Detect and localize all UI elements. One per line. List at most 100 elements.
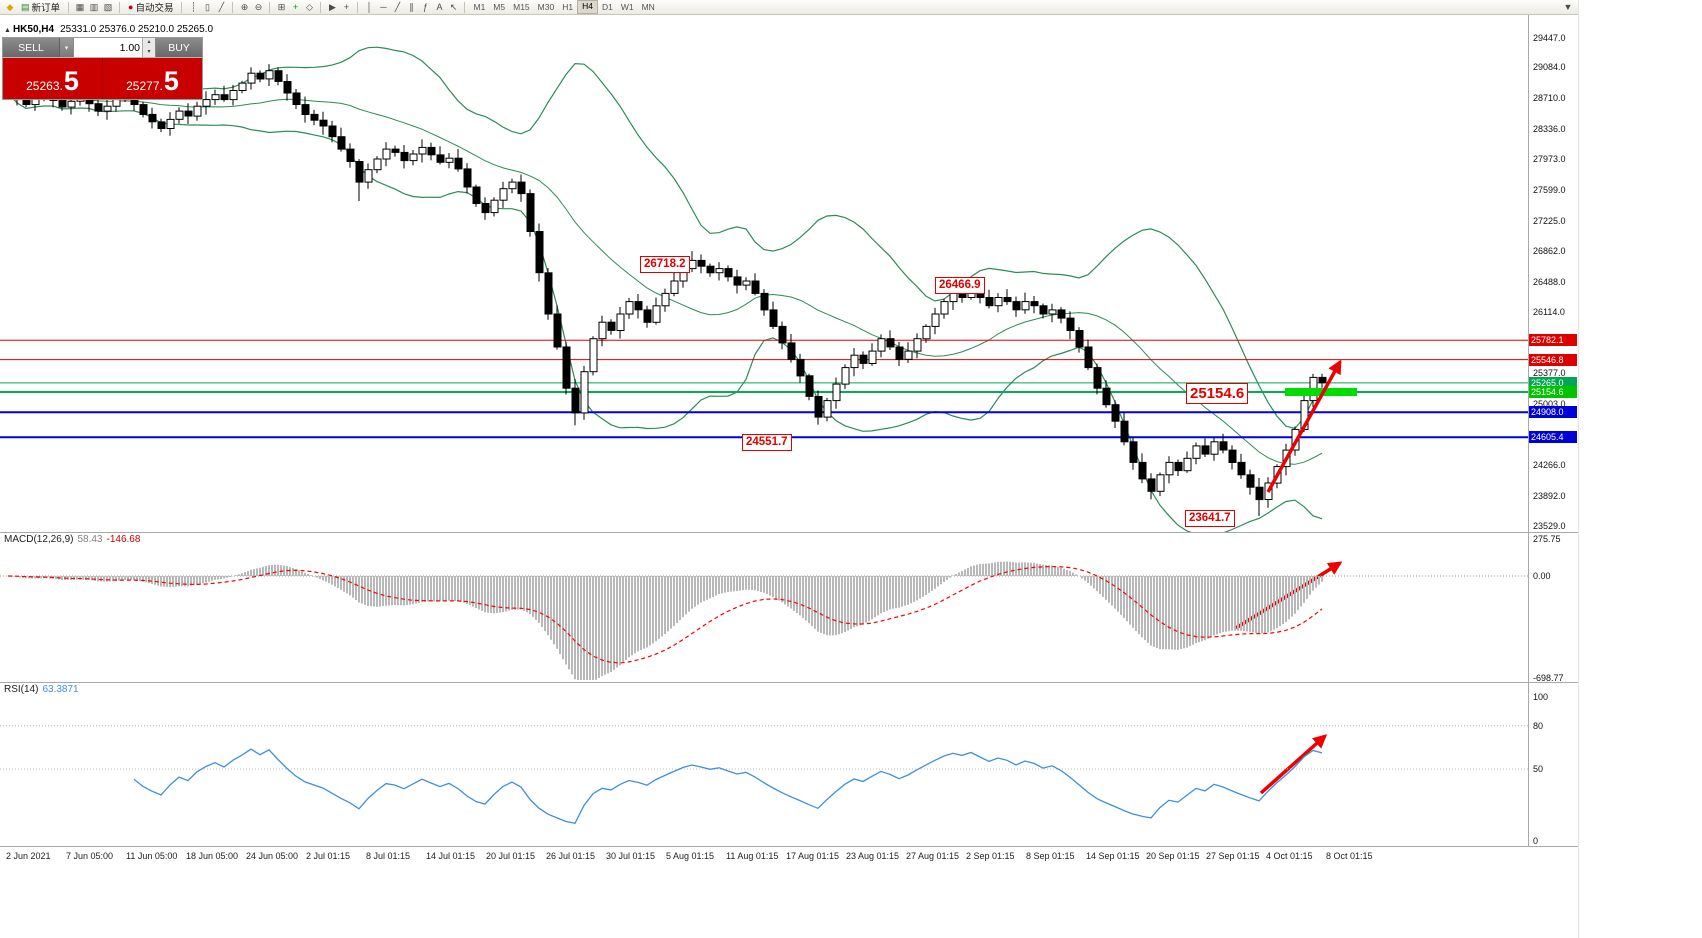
time-scale[interactable]: 2 Jun 2021 7 Jun 05:00 11 Jun 05:00 18 Jun …: [0, 847, 1578, 867]
rsi-scale-tick: 100: [1533, 692, 1549, 702]
toolbar-separator: [357, 1, 359, 13]
one-click-trading-panel: SELL ▾ ▴ ▾ BUY 25263.5 25277.5: [2, 37, 203, 100]
main-chart-canvas[interactable]: [0, 15, 1578, 532]
zoom-out-icon[interactable]: ⊖: [254, 1, 263, 12]
time-tick: 2 Sep 01:15: [966, 851, 1015, 861]
toolbar-separator: [181, 1, 183, 13]
price-tick: 25377.0: [1533, 368, 1566, 378]
alerts-icon[interactable]: ▧: [103, 1, 113, 12]
ask-price-big-digit: 5: [163, 66, 179, 96]
time-tick: 7 Jun 05:00: [66, 851, 114, 861]
time-tick: 8 Oct 01:15: [1326, 851, 1373, 861]
time-tick: 11 Aug 01:15: [726, 851, 779, 861]
price-level-badge: 25782.1: [1529, 334, 1577, 346]
price-level-badge: 25546.8: [1529, 354, 1577, 366]
toolbar-separator: [119, 1, 121, 13]
time-tick: 5 Aug 01:15: [666, 851, 715, 861]
panel-separator[interactable]: [0, 532, 1578, 533]
indicators-icon[interactable]: +: [292, 1, 299, 12]
toolbar-overflow-icon[interactable]: ▼: [1563, 1, 1573, 12]
autotrade-button[interactable]: ● 自动交易: [124, 1, 177, 14]
rsi-panel-canvas[interactable]: [0, 682, 1578, 846]
autotrade-button-label: 自动交易: [135, 3, 174, 14]
new-order-button[interactable]: ▤ 新订单: [17, 1, 64, 15]
panel-separator[interactable]: [0, 682, 1578, 683]
profiles-icon[interactable]: ▥: [89, 1, 99, 12]
price-level-badge: 24605.4: [1529, 431, 1577, 443]
sell-button[interactable]: SELL: [3, 38, 59, 57]
macd-scale-tick: -698.77: [1533, 673, 1564, 683]
price-tick: 26114.0: [1533, 307, 1565, 317]
time-tick: 4 Oct 01:15: [1266, 851, 1313, 861]
support-zone-highlight: [1285, 388, 1357, 396]
time-tick: 2 Jul 01:15: [306, 851, 351, 861]
rsi-value: 63.3871: [42, 684, 79, 695]
chevron-down-icon: ▾: [64, 44, 69, 52]
price-tick: 23892.0: [1533, 491, 1566, 501]
price-callout: 26466.9: [935, 277, 985, 294]
timeframe-m5-button[interactable]: M5: [493, 2, 506, 12]
new-order-button-label: 新订单: [31, 3, 61, 14]
timeframe-mn-button[interactable]: MN: [641, 2, 655, 12]
timeframe-d1-button[interactable]: D1: [601, 2, 613, 12]
volume-decrease-button[interactable]: ▾: [143, 47, 155, 57]
vertical-line-icon[interactable]: │: [366, 1, 373, 12]
trendline-icon[interactable]: ╱: [394, 1, 401, 12]
buy-button[interactable]: BUY: [156, 38, 202, 57]
timeframe-w1-button[interactable]: W1: [620, 2, 634, 12]
timeframe-m30-button[interactable]: M30: [537, 2, 555, 12]
volume-input[interactable]: [74, 38, 142, 57]
line-chart-icon[interactable]: ╱: [218, 1, 225, 12]
bid-price: 25263.: [26, 79, 63, 93]
crosshair-icon[interactable]: +: [343, 1, 350, 12]
fibonacci-icon[interactable]: ƒ: [422, 1, 428, 12]
time-tick: 20 Sep 01:15: [1146, 851, 1200, 861]
logo-icon[interactable]: ◆: [6, 1, 14, 12]
rsi-scale-tick: 0: [1533, 836, 1539, 846]
timeframe-m15-button[interactable]: M15: [513, 2, 530, 12]
timeframe-h4-button[interactable]: H4: [577, 0, 598, 14]
toolbar-separator: [68, 1, 70, 13]
price-tick: 27973.0: [1533, 154, 1566, 164]
price-callout: 25154.6: [1186, 383, 1249, 404]
objects-icon[interactable]: ◇: [306, 1, 313, 12]
order-type-dropdown[interactable]: ▾: [59, 38, 73, 57]
candlestick-icon[interactable]: ▯: [205, 1, 210, 12]
panel-separator[interactable]: [0, 846, 1578, 847]
sell-price-box[interactable]: 25263. 5: [3, 58, 102, 99]
text-icon[interactable]: A: [436, 1, 443, 12]
arrows-icon[interactable]: ↖: [449, 1, 458, 12]
price-tick: 23529.0: [1533, 521, 1566, 531]
bid-price-big-digit: 5: [63, 66, 79, 96]
zoom-in-icon[interactable]: ⊕: [240, 1, 249, 12]
macd-scale-tick: 0.00: [1533, 571, 1551, 581]
charts-tile-icon[interactable]: ▦: [75, 1, 85, 12]
time-tick: 23 Aug 01:15: [846, 851, 900, 861]
macd-label: MACD(12,26,9) 58.43 -146.68: [4, 534, 140, 545]
buy-price-box[interactable]: 25277. 5: [103, 58, 202, 99]
cursor-icon[interactable]: ▶: [329, 1, 336, 12]
trend-arrow: [1266, 359, 1342, 493]
macd-signal-line: [7, 565, 1323, 664]
macd-panel-canvas[interactable]: [0, 532, 1578, 682]
symbol-ohlc-readout: ▲ HK50,H4 25331.0 25376.0 25210.0 25265.0: [4, 24, 213, 35]
autotrade-icon: ●: [128, 2, 134, 12]
channel-icon[interactable]: ∥: [409, 1, 414, 12]
volume-increase-button[interactable]: ▴: [143, 38, 155, 48]
price-callout: 24551.7: [742, 434, 792, 451]
price-tick: 29084.0: [1533, 62, 1566, 72]
timeframe-m1-button[interactable]: M1: [473, 2, 486, 12]
ohlc-bars-icon[interactable]: ┊: [190, 1, 197, 12]
time-tick: 30 Jul 01:15: [606, 851, 656, 861]
rsi-label: RSI(14) 63.3871: [4, 684, 79, 695]
horizontal-line-icon[interactable]: ─: [380, 1, 387, 12]
grid-icon[interactable]: ⊞: [277, 1, 286, 12]
macd-histogram: [10, 561, 1323, 680]
toolbar-separator: [464, 1, 466, 13]
scale-divider: [1528, 15, 1529, 846]
main-toolbar: ◆ ▤ 新订单 ▦ ▥ ▧ ● 自动交易 ┊ ▯ ╱ ⊕ ⊖ ⊞ + ◇ ▶ + │ ─ ╱ ∥ ƒ A ↖ M1 M5 M15 M30…: [0, 0, 1578, 15]
time-tick: 27 Aug 01:15: [906, 851, 960, 861]
rsi-scale-tick: 50: [1533, 764, 1544, 774]
timeframe-h1-button[interactable]: H1: [562, 2, 574, 12]
price-tick: 28336.0: [1533, 124, 1566, 134]
